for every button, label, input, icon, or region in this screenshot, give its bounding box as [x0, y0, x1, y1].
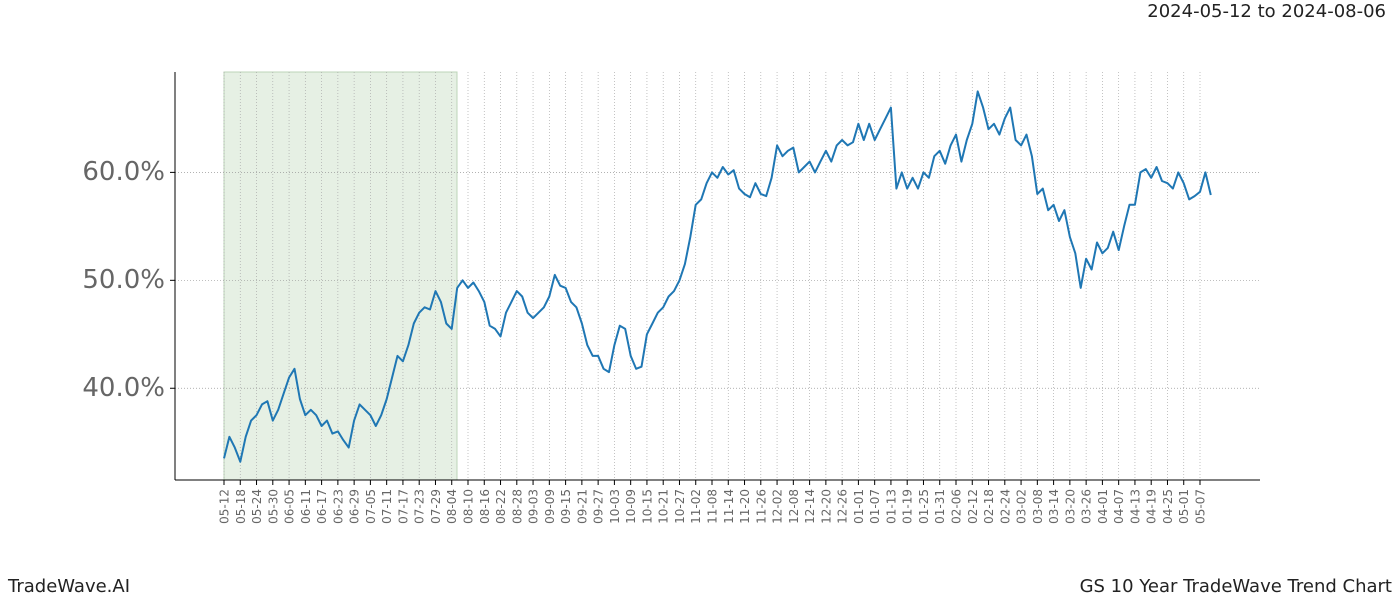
- x-tick-label: 06-05: [283, 489, 297, 524]
- x-tick-label: 09-09: [543, 489, 557, 524]
- x-tick-label: 05-01: [1177, 489, 1191, 524]
- x-tick-label: 11-08: [706, 489, 720, 524]
- x-tick-label: 03-14: [1047, 489, 1061, 524]
- x-tick-label: 06-29: [348, 489, 362, 524]
- y-tick-label: 60.0%: [82, 157, 165, 187]
- x-tick-label: 01-19: [901, 489, 915, 524]
- x-tick-label: 04-25: [1161, 489, 1175, 524]
- x-tick-label: 11-26: [754, 489, 768, 524]
- x-tick-label: 04-13: [1128, 489, 1142, 524]
- x-tick-label: 04-01: [1096, 489, 1110, 524]
- x-tick-label: 02-12: [966, 489, 980, 524]
- x-tick-label: 11-14: [722, 489, 736, 524]
- x-tick-label: 08-22: [494, 489, 508, 524]
- x-tick-label: 02-18: [982, 489, 996, 524]
- x-tick-label: 07-11: [380, 489, 394, 524]
- x-tick-label: 12-14: [803, 489, 817, 524]
- x-tick-label: 03-02: [1015, 489, 1029, 524]
- x-tick-label: 07-29: [429, 489, 443, 524]
- x-tick-label: 12-20: [819, 489, 833, 524]
- x-tick-label: 06-11: [299, 489, 313, 524]
- x-tick-label: 08-04: [445, 489, 459, 524]
- x-tick-label: 05-18: [234, 489, 248, 524]
- x-tick-label: 07-23: [413, 489, 427, 524]
- x-tick-label: 10-15: [640, 489, 654, 524]
- x-tick-label: 04-07: [1112, 489, 1126, 524]
- x-tick-label: 03-26: [1080, 489, 1094, 524]
- x-tick-label: 10-03: [608, 489, 622, 524]
- x-tick-label: 05-24: [250, 489, 264, 524]
- line-series: [223, 90, 1212, 463]
- x-tick-label: 03-20: [1063, 489, 1077, 524]
- x-tick-label: 05-30: [266, 489, 280, 524]
- x-tick-label: 11-20: [738, 489, 752, 524]
- highlight-region: [223, 71, 458, 481]
- x-tick-label: 01-13: [884, 489, 898, 524]
- x-tick-label: 09-21: [575, 489, 589, 524]
- x-tick-label: 10-21: [657, 489, 671, 524]
- x-tick-label: 01-01: [852, 489, 866, 524]
- x-tick-label: 09-27: [592, 489, 606, 524]
- footer-right: GS 10 Year TradeWave Trend Chart: [1080, 576, 1392, 597]
- x-tick-label: 05-07: [1194, 489, 1208, 524]
- footer-left: TradeWave.AI: [7, 576, 130, 597]
- x-tick-label: 12-02: [771, 489, 785, 524]
- x-tick-label: 04-19: [1145, 489, 1159, 524]
- x-tick-label: 08-10: [462, 489, 476, 524]
- x-tick-label: 06-23: [331, 489, 345, 524]
- x-tick-label: 07-05: [364, 489, 378, 524]
- x-tick-label: 08-28: [510, 489, 524, 524]
- x-tick-label: 08-16: [478, 489, 492, 524]
- x-tick-label: 01-31: [933, 489, 947, 524]
- y-tick-label: 50.0%: [82, 265, 165, 295]
- x-tick-label: 03-08: [1031, 489, 1045, 524]
- x-tick-label: 12-08: [787, 489, 801, 524]
- x-tick-label: 02-06: [950, 489, 964, 524]
- x-tick-label: 01-25: [917, 489, 931, 524]
- subtitle: 2024-05-12 to 2024-08-06: [1147, 1, 1386, 22]
- x-tick-label: 10-09: [624, 489, 638, 524]
- x-tick-label: 09-03: [527, 489, 541, 524]
- x-tick-label: 12-26: [836, 489, 850, 524]
- x-tick-label: 01-07: [868, 489, 882, 524]
- x-tick-label: 11-02: [689, 489, 703, 524]
- x-tick-label: 09-15: [559, 489, 573, 524]
- x-tick-label: 05-12: [218, 489, 232, 524]
- x-tick-label: 10-27: [673, 489, 687, 524]
- x-tick-label: 07-17: [396, 489, 410, 524]
- y-tick-label: 40.0%: [82, 373, 165, 403]
- x-tick-label: 06-17: [315, 489, 329, 524]
- x-tick-label: 02-24: [998, 489, 1012, 524]
